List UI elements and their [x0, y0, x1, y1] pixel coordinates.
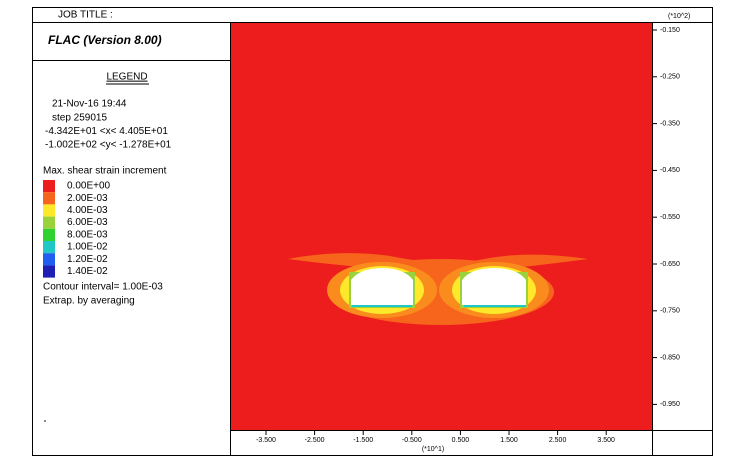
contour-plot — [231, 23, 652, 430]
y-tick-label: -0.650 — [660, 261, 680, 268]
x-tick-label: -3.500 — [256, 437, 276, 444]
legend-info: step 259015 — [52, 112, 107, 123]
opening — [462, 268, 526, 305]
x-tick-label: 0.500 — [452, 437, 470, 444]
legend-swatch — [43, 180, 55, 193]
y-unit: (*10^2) — [668, 13, 690, 20]
legend-swatch — [43, 204, 55, 217]
x-tick-label: -2.500 — [305, 437, 325, 444]
legend-entry: 4.00E-03 — [67, 205, 108, 216]
legend-footer: Contour interval= 1.00E-03 — [43, 282, 163, 293]
job-title: JOB TITLE : — [58, 10, 113, 21]
legend-entry: 1.20E-02 — [67, 254, 108, 265]
x-tick-label: 2.500 — [549, 437, 567, 444]
legend-entry: 0.00E+00 — [67, 181, 111, 192]
legend-footer: Extrap. by averaging — [43, 296, 135, 307]
legend-swatch — [43, 228, 55, 241]
y-tick-label: -0.850 — [660, 354, 680, 361]
legend-swatch — [43, 192, 55, 205]
legend-entry: 1.40E-02 — [67, 266, 108, 277]
x-tick-label: 3.500 — [597, 437, 615, 444]
x-tick-label: 1.500 — [500, 437, 518, 444]
legend-info: -4.342E+01 <x< 4.405E+01 — [45, 126, 168, 137]
legend-entry: 8.00E-03 — [67, 229, 108, 240]
legend-swatch — [43, 265, 55, 278]
contour-background — [231, 23, 652, 430]
legend-entry: 6.00E-03 — [67, 217, 108, 228]
dot — [44, 420, 46, 422]
contour-label: Max. shear strain increment — [43, 166, 167, 177]
legend-swatch — [43, 253, 55, 266]
program-title: FLAC (Version 8.00) — [48, 33, 162, 47]
y-tick-label: -0.950 — [660, 401, 680, 408]
y-tick-label: -0.350 — [660, 120, 680, 127]
x-tick-label: -1.500 — [353, 437, 373, 444]
y-tick-label: -0.450 — [660, 167, 680, 174]
legend-swatch — [43, 241, 55, 254]
legend-entry: 1.00E-02 — [67, 242, 108, 253]
x-unit: (*10^1) — [422, 446, 444, 453]
legend-info: 21-Nov-16 19:44 — [52, 99, 127, 110]
y-tick-label: -0.550 — [660, 214, 680, 221]
y-tick-label: -0.250 — [660, 74, 680, 81]
legend-swatch — [43, 216, 55, 229]
x-tick-label: -0.500 — [402, 437, 422, 444]
opening — [351, 268, 413, 305]
legend-title: LEGEND — [106, 72, 147, 83]
y-tick-label: -0.750 — [660, 308, 680, 315]
y-tick-label: -0.150 — [660, 27, 680, 34]
legend-info: -1.002E+02 <y< -1.278E+01 — [45, 140, 172, 151]
outer-frame — [32, 7, 713, 456]
legend-entry: 2.00E-03 — [67, 193, 108, 204]
